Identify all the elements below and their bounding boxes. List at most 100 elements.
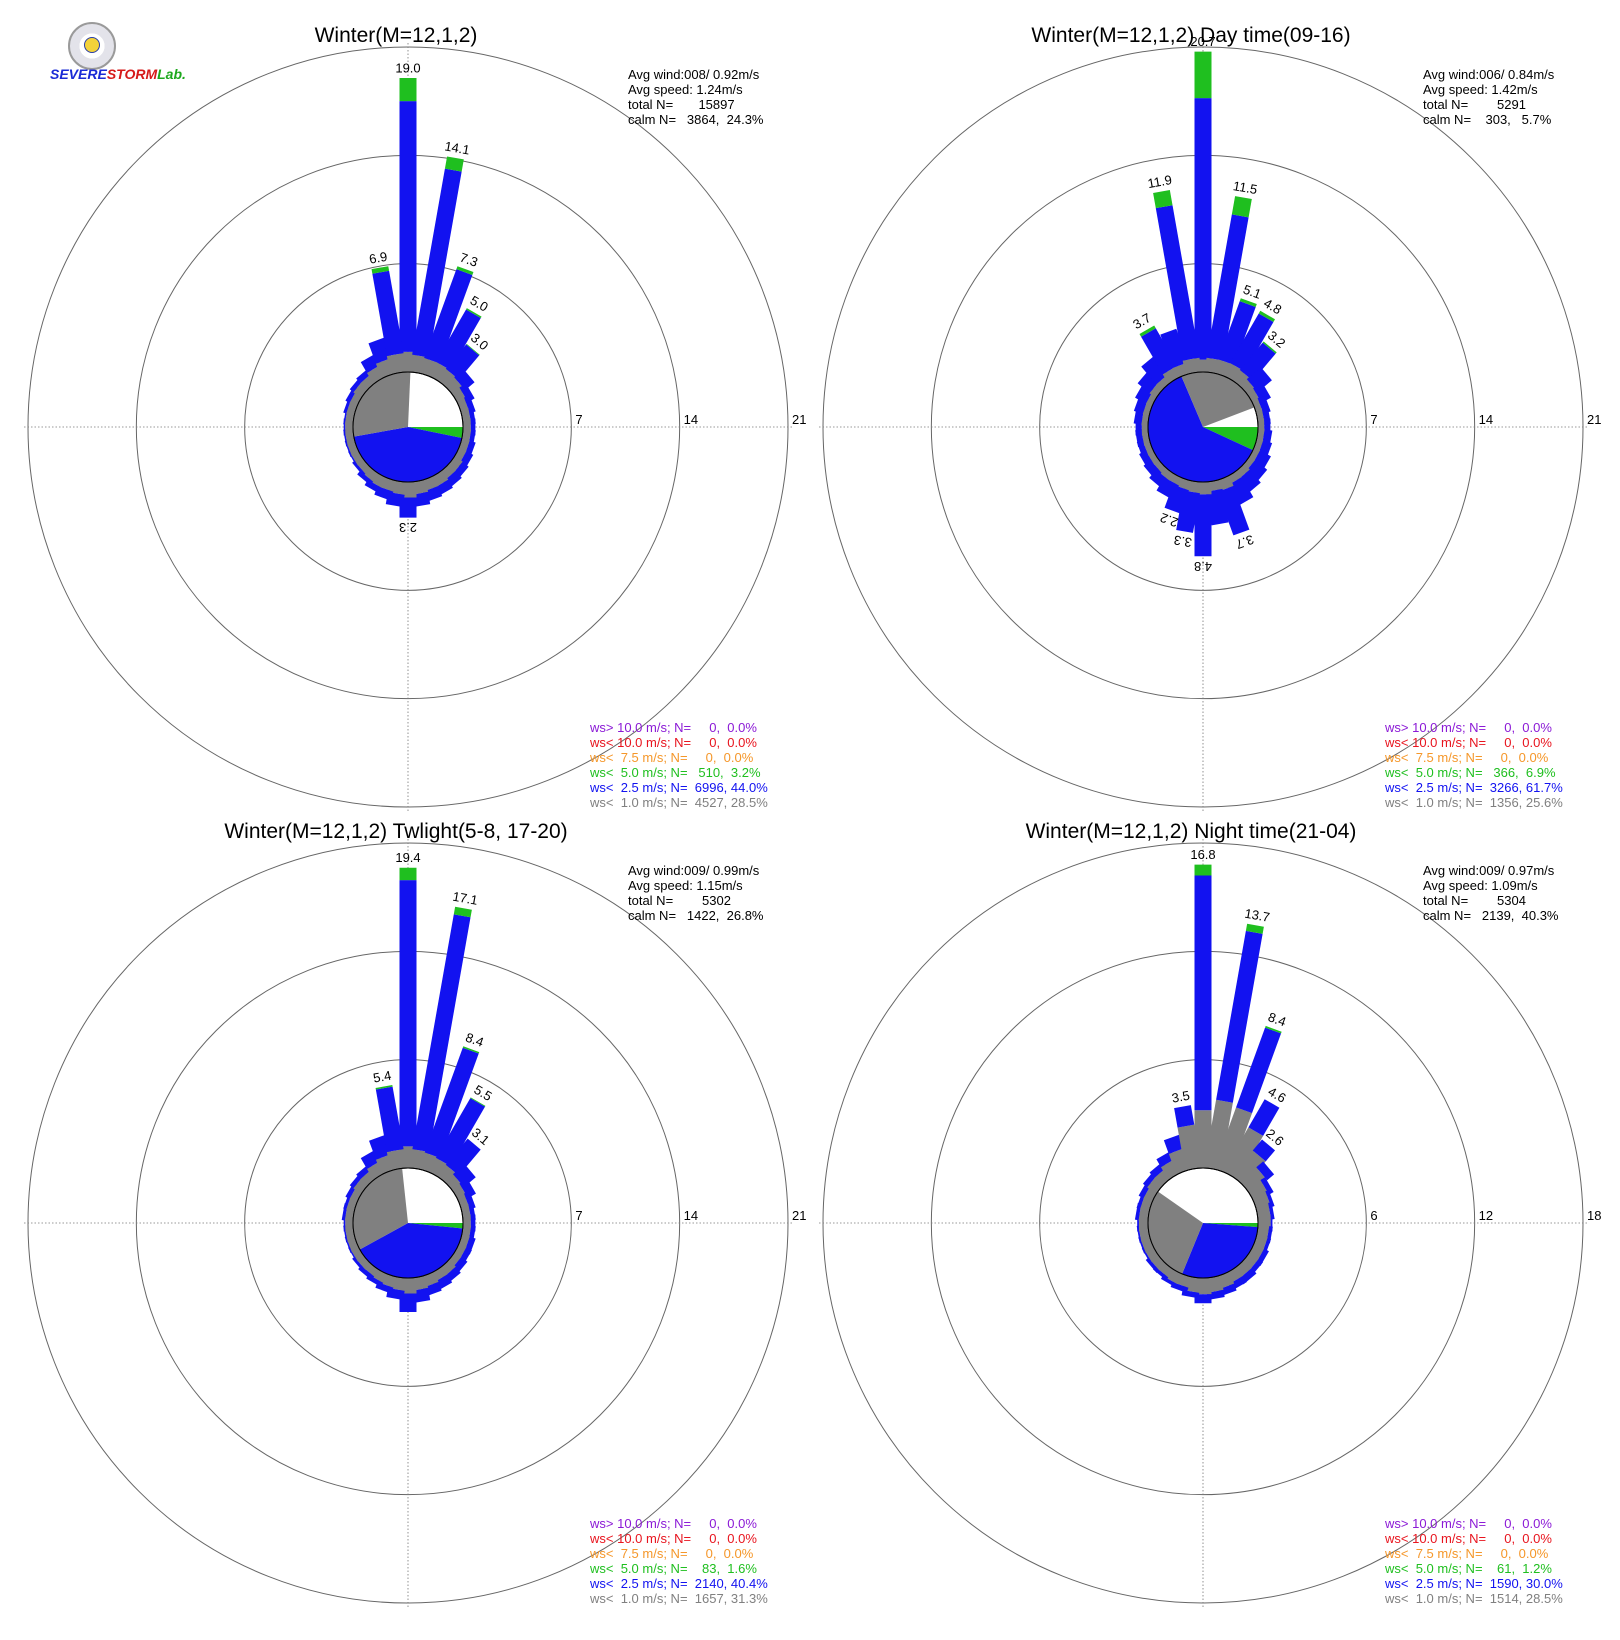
bar-10-blue [412, 914, 471, 1153]
bar-50-blue [452, 1164, 476, 1188]
logo-text-storm: STORM [106, 66, 158, 82]
bar-40-blue [1252, 1139, 1276, 1162]
severe-storm-lab-logo: SEVERESTORMLab. [48, 22, 186, 86]
bar-label-0: 19.4 [395, 850, 420, 865]
bar-50-gray [1239, 1167, 1268, 1195]
calm-pie-green [1203, 1223, 1258, 1228]
bar-330-blue [1141, 328, 1178, 375]
bar-220-blue [357, 470, 374, 486]
bar-20-blue [424, 269, 473, 364]
bar-10-green [1245, 923, 1264, 934]
bar-0-green [399, 867, 417, 881]
bar-label-200: 2.2 [1158, 510, 1180, 530]
bar-160-blue [1217, 485, 1250, 536]
ring-label-2: 14 [1479, 412, 1493, 427]
calm-circle-outline [1147, 371, 1259, 483]
wind-rose-2: 7 14 2120.711.55.14.83.23.74.83.32.23.711.… [819, 24, 1601, 811]
bar-label-10: 14.1 [443, 138, 471, 157]
stat-line-4: calm N= 2139, 40.3% [1423, 908, 1559, 923]
bar-label-180: 4.8 [1194, 559, 1212, 574]
wind-rose-3: 7 14 2119.417.18.45.53.15.4Winter(M=12,1,2… [24, 820, 806, 1607]
legend-entry-5: ws< 2.5 m/s; N= 1590, 30.0% [1384, 1576, 1563, 1591]
bar-40-green [1262, 341, 1277, 354]
bar-230-blue [1145, 1257, 1160, 1273]
bar-350-blue [375, 1086, 404, 1153]
bar-60-blue [1253, 382, 1271, 403]
bar-40-blue [1239, 342, 1276, 381]
bar-180-blue [1194, 1294, 1212, 1304]
bar-label-160: 3.7 [1234, 532, 1256, 552]
bar-20-blue [424, 1047, 479, 1159]
bar-40-blue [445, 1138, 481, 1176]
ring-label-1: 7 [1370, 412, 1377, 427]
stat-line-3: total N= 5302 [628, 893, 731, 908]
bar-350-gray [1177, 1124, 1202, 1171]
bar-340-blue [1160, 328, 1189, 369]
bar-10-green [1231, 196, 1252, 218]
bar-230-blue [352, 460, 366, 476]
legend-entry-5: ws< 2.5 m/s; N= 3266, 61.7% [1384, 780, 1563, 795]
bar-0-green [1194, 864, 1212, 876]
bar-0-blue [399, 880, 417, 1147]
calm-pie-blue [1148, 376, 1253, 483]
ring-label-3: 21 [1587, 412, 1601, 427]
legend-entry-3: ws< 7.5 m/s; N= 0, 0.0% [1384, 1546, 1549, 1561]
bar-label-180: 2.3 [399, 520, 417, 535]
stat-line-4: calm N= 3864, 24.3% [628, 112, 764, 127]
bar-70-blue [1265, 1190, 1275, 1208]
bar-350-gray [1182, 357, 1202, 375]
legend-entry-4: ws< 5.0 m/s; N= 510, 3.2% [589, 765, 761, 780]
bar-label-190: 3.3 [1173, 532, 1193, 550]
bar-50-blue [454, 369, 475, 391]
ring-label-2: 14 [684, 1208, 698, 1223]
bar-label-10: 13.7 [1243, 906, 1271, 925]
seal-icon [68, 22, 116, 70]
stat-line-1: Avg wind:009/ 0.97m/s [1423, 863, 1555, 878]
calm-circle-outline [352, 1167, 464, 1279]
bar-30-green [470, 1097, 486, 1107]
bar-label-20: 8.4 [1266, 1009, 1288, 1029]
legend-entry-2: ws< 10.0 m/s; N= 0, 0.0% [1384, 735, 1552, 750]
legend-entry-1: ws> 10.0 m/s; N= 0, 0.0% [1384, 1516, 1552, 1531]
bar-340-blue [1163, 1134, 1185, 1154]
bar-label-20: 5.1 [1241, 282, 1263, 302]
ring-label-3: 21 [792, 412, 806, 427]
bar-20-green [1239, 298, 1257, 307]
calm-circle-outline [1147, 1167, 1259, 1279]
legend-entry-6: ws< 1.0 m/s; N= 1356, 25.6% [1384, 795, 1563, 810]
stat-line-3: total N= 15897 [628, 97, 735, 112]
legend-entry-6: ws< 1.0 m/s; N= 4527, 28.5% [589, 795, 768, 810]
bar-20-green [456, 266, 474, 275]
bar-10-green [453, 906, 472, 918]
bar-50-blue [1246, 367, 1272, 393]
calm-pie-gray [1147, 1191, 1203, 1274]
bar-30-green [466, 308, 482, 318]
bar-60-blue [1260, 1177, 1274, 1195]
bar-20-gray [1213, 1107, 1253, 1175]
bar-10-blue [1216, 930, 1263, 1103]
bar-label-0: 16.8 [1190, 847, 1215, 862]
legend-entry-3: ws< 7.5 m/s; N= 0, 0.0% [589, 750, 754, 765]
bar-10-gray [1204, 1099, 1233, 1171]
legend-entry-1: ws> 10.0 m/s; N= 0, 0.0% [589, 1516, 757, 1531]
ring-label-2: 12 [1479, 1208, 1493, 1223]
bar-0-blue [1194, 98, 1212, 360]
wind-rose-4: 6 12 1816.813.78.44.62.63.5Winter(M=12,1,2… [819, 820, 1601, 1607]
calm-pie-green [1203, 427, 1258, 451]
bar-30-gray [1223, 1127, 1264, 1180]
bar-label-350: 5.4 [372, 1068, 392, 1086]
stat-line-3: total N= 5291 [1423, 97, 1526, 112]
logo-text: SEVERESTORMLab. [50, 66, 186, 82]
bar-350-blue [1174, 1105, 1195, 1128]
bar-0-blue [399, 101, 417, 352]
legend-entry-6: ws< 1.0 m/s; N= 1514, 28.5% [1384, 1591, 1563, 1606]
legend-entry-3: ws< 7.5 m/s; N= 0, 0.0% [1384, 750, 1549, 765]
bar-label-20: 7.3 [458, 250, 480, 270]
stat-line-1: Avg wind:006/ 0.84m/s [1423, 67, 1555, 82]
bar-30-blue [435, 1098, 486, 1167]
stat-line-2: Avg speed: 1.09m/s [1423, 878, 1538, 893]
stat-line-3: total N= 5304 [1423, 893, 1526, 908]
legend-entry-6: ws< 1.0 m/s; N= 1657, 31.3% [589, 1591, 768, 1606]
bar-60-blue [459, 1178, 476, 1199]
bar-180-blue [1194, 494, 1212, 557]
